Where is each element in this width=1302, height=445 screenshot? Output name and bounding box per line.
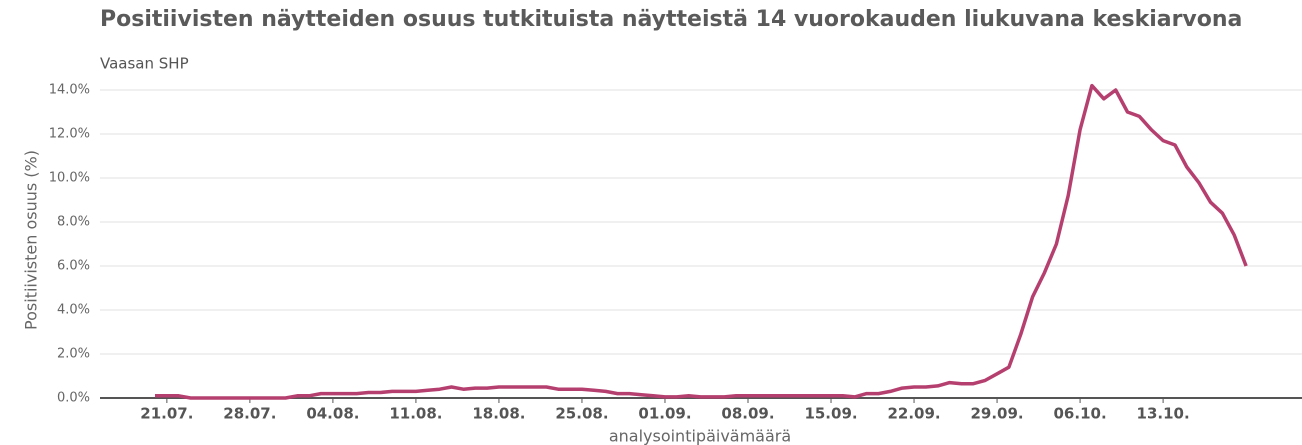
x-axis-label: analysointipäivämäärä bbox=[609, 427, 791, 445]
x-tick-label: 25.08. bbox=[555, 405, 608, 423]
chart-title: Positiivisten näytteiden osuus tutkituis… bbox=[100, 7, 1242, 32]
y-tick-label: 2.0% bbox=[57, 347, 90, 362]
y-axis-label: Positiivisten osuus (%) bbox=[22, 150, 41, 330]
y-tick-label: 6.0% bbox=[57, 259, 90, 274]
x-tick-label: 13.10. bbox=[1137, 405, 1190, 423]
x-tick-label: 11.08. bbox=[389, 405, 442, 423]
chart-subtitle: Vaasan SHP bbox=[100, 55, 189, 73]
y-tick-label: 12.0% bbox=[49, 127, 90, 142]
x-tick-label: 21.07. bbox=[140, 405, 193, 423]
y-tick-label: 0.0% bbox=[57, 391, 90, 406]
y-tick-label: 14.0% bbox=[49, 83, 90, 98]
y-tick-label: 8.0% bbox=[57, 215, 90, 230]
x-tick-label: 01.09. bbox=[638, 405, 691, 423]
x-tick-label: 04.08. bbox=[306, 405, 359, 423]
x-tick-label: 28.07. bbox=[223, 405, 276, 423]
y-tick-label: 10.0% bbox=[49, 171, 90, 186]
x-tick-label: 18.08. bbox=[472, 405, 525, 423]
x-tick-label: 15.09. bbox=[804, 405, 857, 423]
x-tick-label: 06.10. bbox=[1054, 405, 1107, 423]
x-tick-label: 22.09. bbox=[887, 405, 940, 423]
data-line bbox=[155, 83, 1248, 400]
x-tick-label: 29.09. bbox=[970, 405, 1023, 423]
y-tick-label: 4.0% bbox=[57, 303, 90, 318]
x-tick-label: 08.09. bbox=[721, 405, 774, 423]
